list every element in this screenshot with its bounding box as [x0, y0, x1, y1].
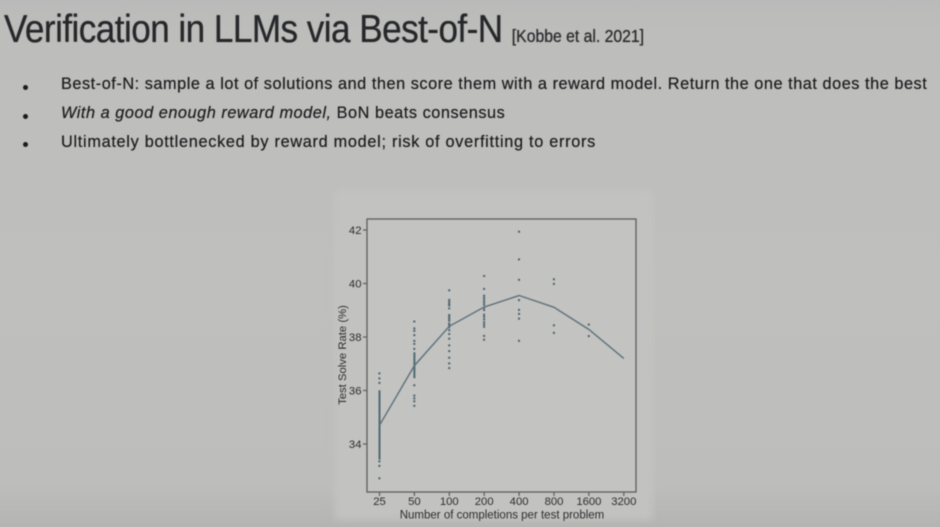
svg-text:200: 200	[475, 496, 494, 508]
svg-text:100: 100	[440, 496, 459, 508]
svg-text:38: 38	[349, 332, 362, 344]
svg-text:1600: 1600	[576, 496, 601, 508]
svg-text:40: 40	[349, 279, 362, 291]
svg-text:34: 34	[349, 439, 362, 451]
svg-text:42: 42	[349, 225, 362, 237]
svg-text:50: 50	[408, 496, 421, 508]
svg-text:800: 800	[545, 496, 564, 508]
svg-text:25: 25	[373, 496, 386, 508]
svg-text:3200: 3200	[611, 496, 636, 508]
svg-text:36: 36	[349, 386, 362, 398]
svg-text:Number of completions per test: Number of completions per test problem	[400, 510, 605, 522]
svg-text:400: 400	[510, 496, 529, 508]
svg-text:Test Solve Rate (%): Test Solve Rate (%)	[337, 305, 349, 405]
